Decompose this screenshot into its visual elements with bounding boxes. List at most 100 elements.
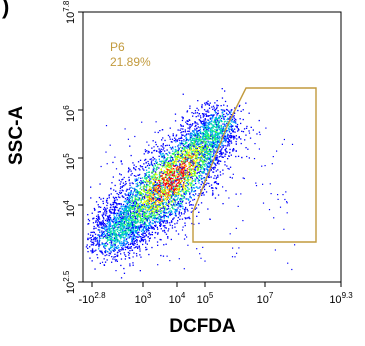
- event-dot: [188, 146, 190, 148]
- event-dot: [145, 217, 147, 219]
- event-dot: [110, 244, 112, 246]
- event-dot: [197, 109, 200, 111]
- event-dot: [226, 137, 228, 140]
- event-dot: [167, 236, 169, 238]
- event-dot: [177, 220, 179, 222]
- event-dot: [187, 171, 190, 173]
- event-dot: [109, 217, 112, 219]
- event-dot: [177, 173, 179, 175]
- event-dot: [181, 167, 184, 170]
- event-dot: [173, 182, 175, 184]
- event-dot: [125, 190, 127, 192]
- event-dot: [151, 163, 153, 166]
- event-dot: [188, 151, 191, 153]
- event-dot: [149, 224, 151, 226]
- event-dot: [218, 163, 220, 165]
- event-dot: [194, 151, 196, 153]
- event-dot: [146, 192, 148, 194]
- event-dot: [124, 207, 126, 210]
- event-dot: [164, 227, 166, 229]
- event-dot: [98, 235, 100, 237]
- event-dot: [133, 234, 135, 236]
- event-dot: [173, 186, 175, 188]
- event-dot: [127, 194, 129, 196]
- event-dot: [211, 137, 213, 140]
- event-dot: [218, 122, 220, 124]
- event-dot: [114, 218, 116, 220]
- event-dot: [156, 204, 159, 206]
- event-dot: [129, 201, 131, 203]
- event-dot: [200, 152, 202, 155]
- event-dot: [185, 136, 187, 138]
- event-dot: [129, 250, 131, 252]
- event-dot: [207, 115, 209, 117]
- event-dot: [225, 190, 227, 192]
- event-dot: [159, 238, 161, 241]
- event-dot: [123, 233, 125, 235]
- event-dot: [170, 156, 172, 158]
- event-dot: [216, 125, 218, 127]
- event-dot: [223, 129, 225, 131]
- event-dot: [162, 152, 164, 155]
- event-dot: [204, 104, 207, 106]
- event-dot: [200, 189, 202, 191]
- event-dot: [144, 227, 147, 229]
- event-dot: [227, 128, 230, 130]
- event-dot: [125, 217, 127, 219]
- event-dot: [165, 207, 167, 210]
- event-dot: [159, 225, 162, 227]
- event-dot: [119, 212, 122, 214]
- event-dot: [202, 192, 204, 195]
- event-dot: [109, 247, 112, 249]
- event-dot: [222, 145, 224, 147]
- event-dot: [130, 190, 132, 192]
- event-dot: [133, 242, 135, 244]
- event-dot: [152, 205, 155, 207]
- event-dot: [208, 119, 210, 122]
- event-dot: [100, 251, 102, 253]
- event-dot: [145, 173, 147, 175]
- event-dot: [167, 216, 169, 219]
- event-dot: [140, 210, 142, 212]
- event-dot: [155, 169, 157, 171]
- event-dot: [163, 229, 166, 232]
- event-dot: [214, 133, 216, 136]
- event-dot: [136, 211, 139, 213]
- event-dot: [145, 234, 147, 236]
- event-dot: [158, 202, 160, 204]
- event-dot: [175, 161, 177, 164]
- event-dot: [181, 204, 183, 206]
- event-dot: [122, 208, 124, 211]
- event-dot: [110, 240, 112, 242]
- event-dot: [133, 219, 136, 221]
- event-dot: [220, 137, 223, 139]
- event-dot: [131, 231, 133, 233]
- event-dot: [193, 139, 196, 141]
- event-dot: [146, 195, 148, 197]
- event-dot: [115, 241, 117, 244]
- event-dot: [193, 160, 195, 162]
- event-dot: [156, 209, 158, 211]
- event-dot: [205, 143, 207, 145]
- event-dot: [165, 171, 168, 173]
- event-dot: [169, 178, 172, 181]
- event-dot: [201, 171, 203, 173]
- event-dot: [214, 159, 216, 161]
- event-dot: [111, 232, 113, 235]
- event-dot: [152, 223, 154, 225]
- event-dot: [143, 230, 146, 232]
- event-dot: [219, 119, 221, 121]
- event-dot: [207, 136, 210, 138]
- event-dot: [186, 145, 188, 147]
- event-dot: [170, 197, 172, 199]
- event-dot: [152, 157, 154, 159]
- event-dot: [140, 214, 142, 216]
- event-dot: [132, 201, 134, 204]
- event-dot: [187, 127, 189, 129]
- event-dot: [115, 205, 117, 208]
- event-dot: [152, 188, 154, 190]
- event-dot: [193, 148, 195, 151]
- event-dot: [188, 216, 190, 218]
- event-dot: [123, 252, 125, 254]
- event-dot: [209, 137, 211, 139]
